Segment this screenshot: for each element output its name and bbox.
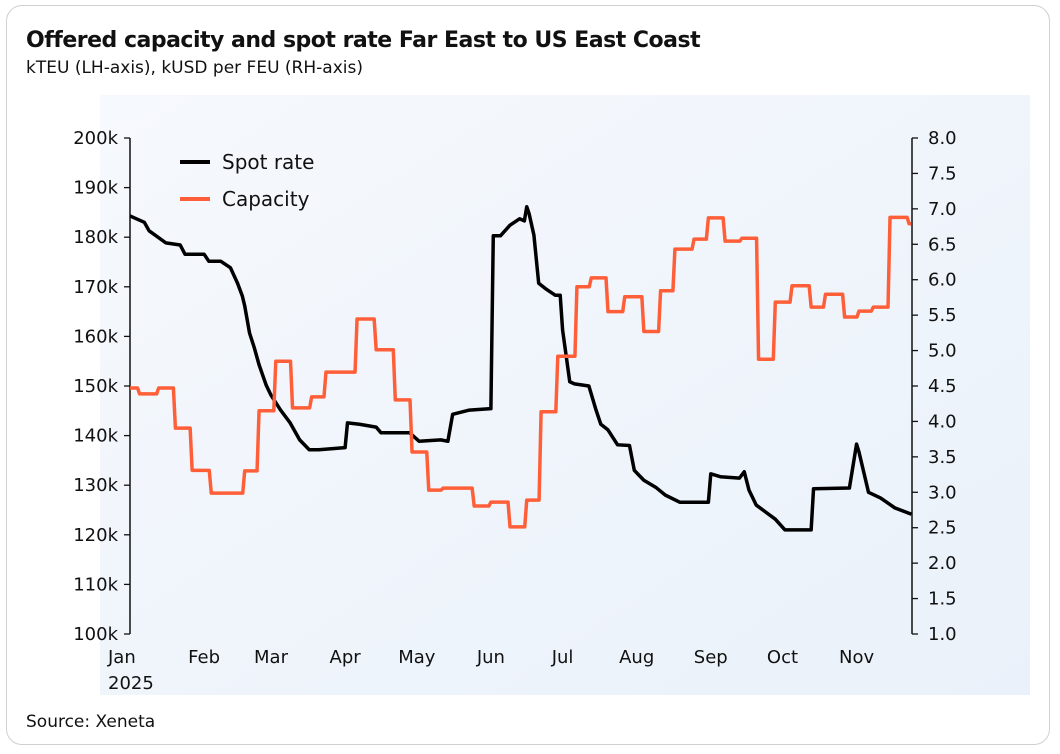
- left-tick-label: 200k: [73, 128, 118, 149]
- legend-label: Capacity: [222, 187, 310, 211]
- right-tick-label: 7.5: [928, 163, 957, 184]
- source-note: Source: Xeneta: [26, 712, 156, 732]
- legend-label: Spot rate: [222, 150, 314, 174]
- x-tick-label: Jan: [107, 647, 136, 668]
- right-tick-label: 8.0: [928, 128, 957, 149]
- x-tick-label: Feb: [188, 647, 220, 668]
- left-tick-label: 160k: [73, 326, 118, 347]
- legend: Spot rate Capacity: [180, 150, 314, 211]
- left-tick-label: 110k: [73, 574, 118, 595]
- left-tick-label: 100k: [73, 624, 118, 645]
- right-tick-label: 2.5: [928, 518, 957, 539]
- right-tick-label: 6.5: [928, 234, 957, 255]
- right-tick-label: 6.0: [928, 270, 957, 291]
- x-tick-sublabel: 2025: [108, 673, 154, 694]
- left-tick-label: 120k: [73, 525, 118, 546]
- right-tick-label: 2.0: [928, 553, 957, 574]
- x-tick-label: Apr: [330, 647, 362, 668]
- left-tick-label: 180k: [73, 227, 118, 248]
- right-tick-label: 7.0: [928, 199, 957, 220]
- chart-title: Offered capacity and spot rate Far East …: [26, 28, 701, 53]
- x-tick-label: Aug: [619, 647, 654, 668]
- series-line-spot-rate: [129, 204, 913, 532]
- x-tick-label: Mar: [254, 647, 289, 668]
- x-tick-label: Oct: [767, 647, 798, 668]
- right-tick-label: 4.5: [928, 376, 957, 397]
- right-tick-label: 5.0: [928, 341, 957, 362]
- right-tick-label: 1.0: [928, 624, 957, 645]
- right-tick-label: 5.5: [928, 305, 957, 326]
- x-tick-label: Jul: [551, 647, 574, 668]
- plot-background: [100, 95, 1030, 695]
- right-tick-label: 4.0: [928, 411, 957, 432]
- left-tick-label: 140k: [73, 426, 118, 447]
- x-tick-label: May: [398, 647, 436, 668]
- left-tick-label: 150k: [73, 376, 118, 397]
- x-tick-label: Nov: [839, 647, 874, 668]
- left-tick-label: 130k: [73, 475, 118, 496]
- right-tick-label: 3.0: [928, 482, 957, 503]
- right-tick-label: 3.5: [928, 447, 957, 468]
- chart-subtitle: kTEU (LH-axis), kUSD per FEU (RH-axis): [26, 58, 363, 78]
- x-tick-label: Sep: [694, 647, 728, 668]
- left-tick-label: 170k: [73, 277, 118, 298]
- x-tick-label: Jun: [476, 647, 505, 668]
- left-tick-label: 190k: [73, 178, 118, 199]
- series-line-capacity: [130, 215, 912, 529]
- right-tick-label: 1.5: [928, 589, 957, 610]
